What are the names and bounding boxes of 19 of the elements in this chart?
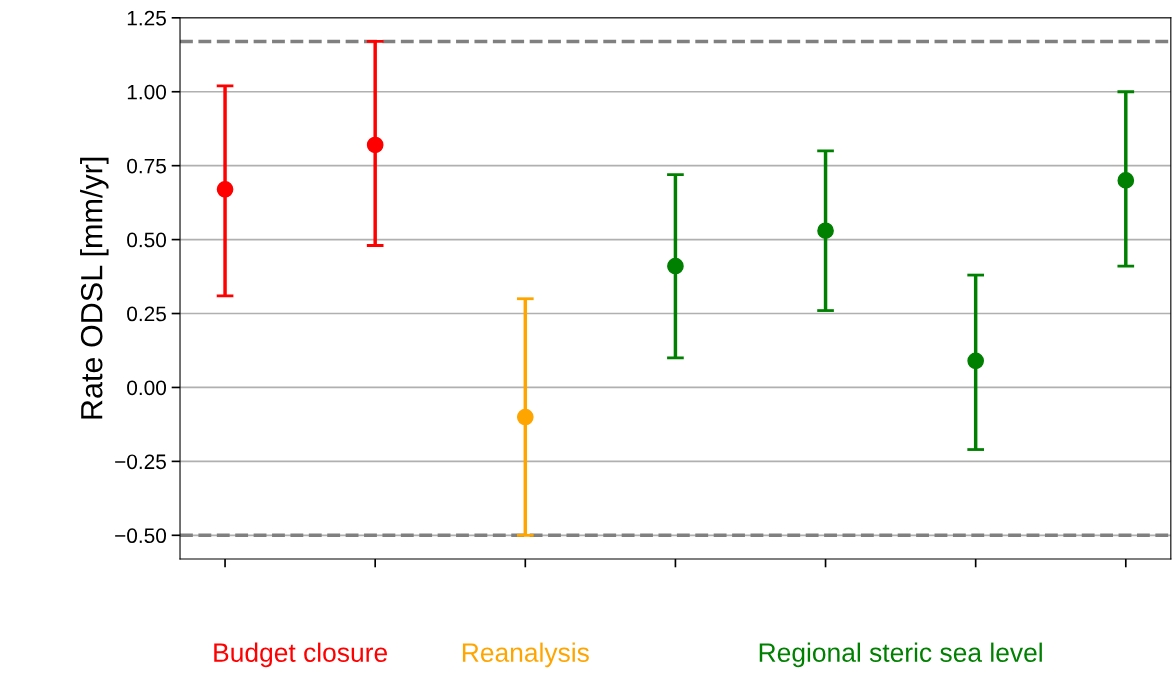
text: Regional steric sea level (759, 642, 1042, 668)
point (516, 408, 534, 426)
text: Budget closure (214, 642, 387, 668)
point (667, 257, 684, 275)
point (967, 352, 985, 370)
text: Reanalysis (462, 642, 589, 668)
y-tick-label: −0.50 (115, 528, 167, 544)
y-tick-label: 0.25 (127, 306, 166, 322)
y-tick-label: −0.25 (115, 454, 166, 470)
y-tick-label: 0.00 (127, 380, 167, 396)
y-tick-label: 1.00 (127, 84, 167, 100)
y-tick-label: 0.75 (127, 158, 166, 174)
point (1117, 172, 1135, 189)
y-axis-title: Rate ODSL [mm/yr] (80, 157, 109, 419)
point (817, 222, 834, 240)
y-tick-label: 0.50 (127, 232, 167, 248)
y-tick-label: 1.25 (127, 10, 166, 26)
point (216, 180, 234, 198)
point (366, 136, 384, 154)
